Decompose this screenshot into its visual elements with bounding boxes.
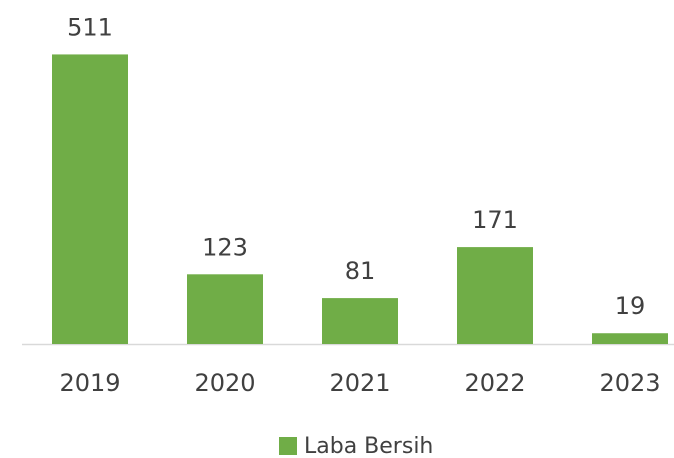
bar	[322, 298, 398, 344]
x-tick-label: 2023	[599, 369, 660, 397]
x-tick-label: 2019	[59, 369, 120, 397]
bar	[52, 54, 128, 344]
x-tick-label: 2022	[464, 369, 525, 397]
data-label: 171	[472, 206, 518, 234]
legend-swatch	[279, 437, 297, 455]
x-tick-label: 2020	[194, 369, 255, 397]
bar	[187, 274, 263, 344]
data-label: 123	[202, 233, 248, 261]
x-tick-label: 2021	[329, 369, 390, 397]
bar	[457, 247, 533, 344]
bar	[592, 333, 668, 344]
data-label: 511	[67, 13, 113, 41]
data-label: 19	[615, 292, 646, 320]
data-label: 81	[345, 257, 376, 285]
legend-label: Laba Bersih	[304, 434, 433, 458]
